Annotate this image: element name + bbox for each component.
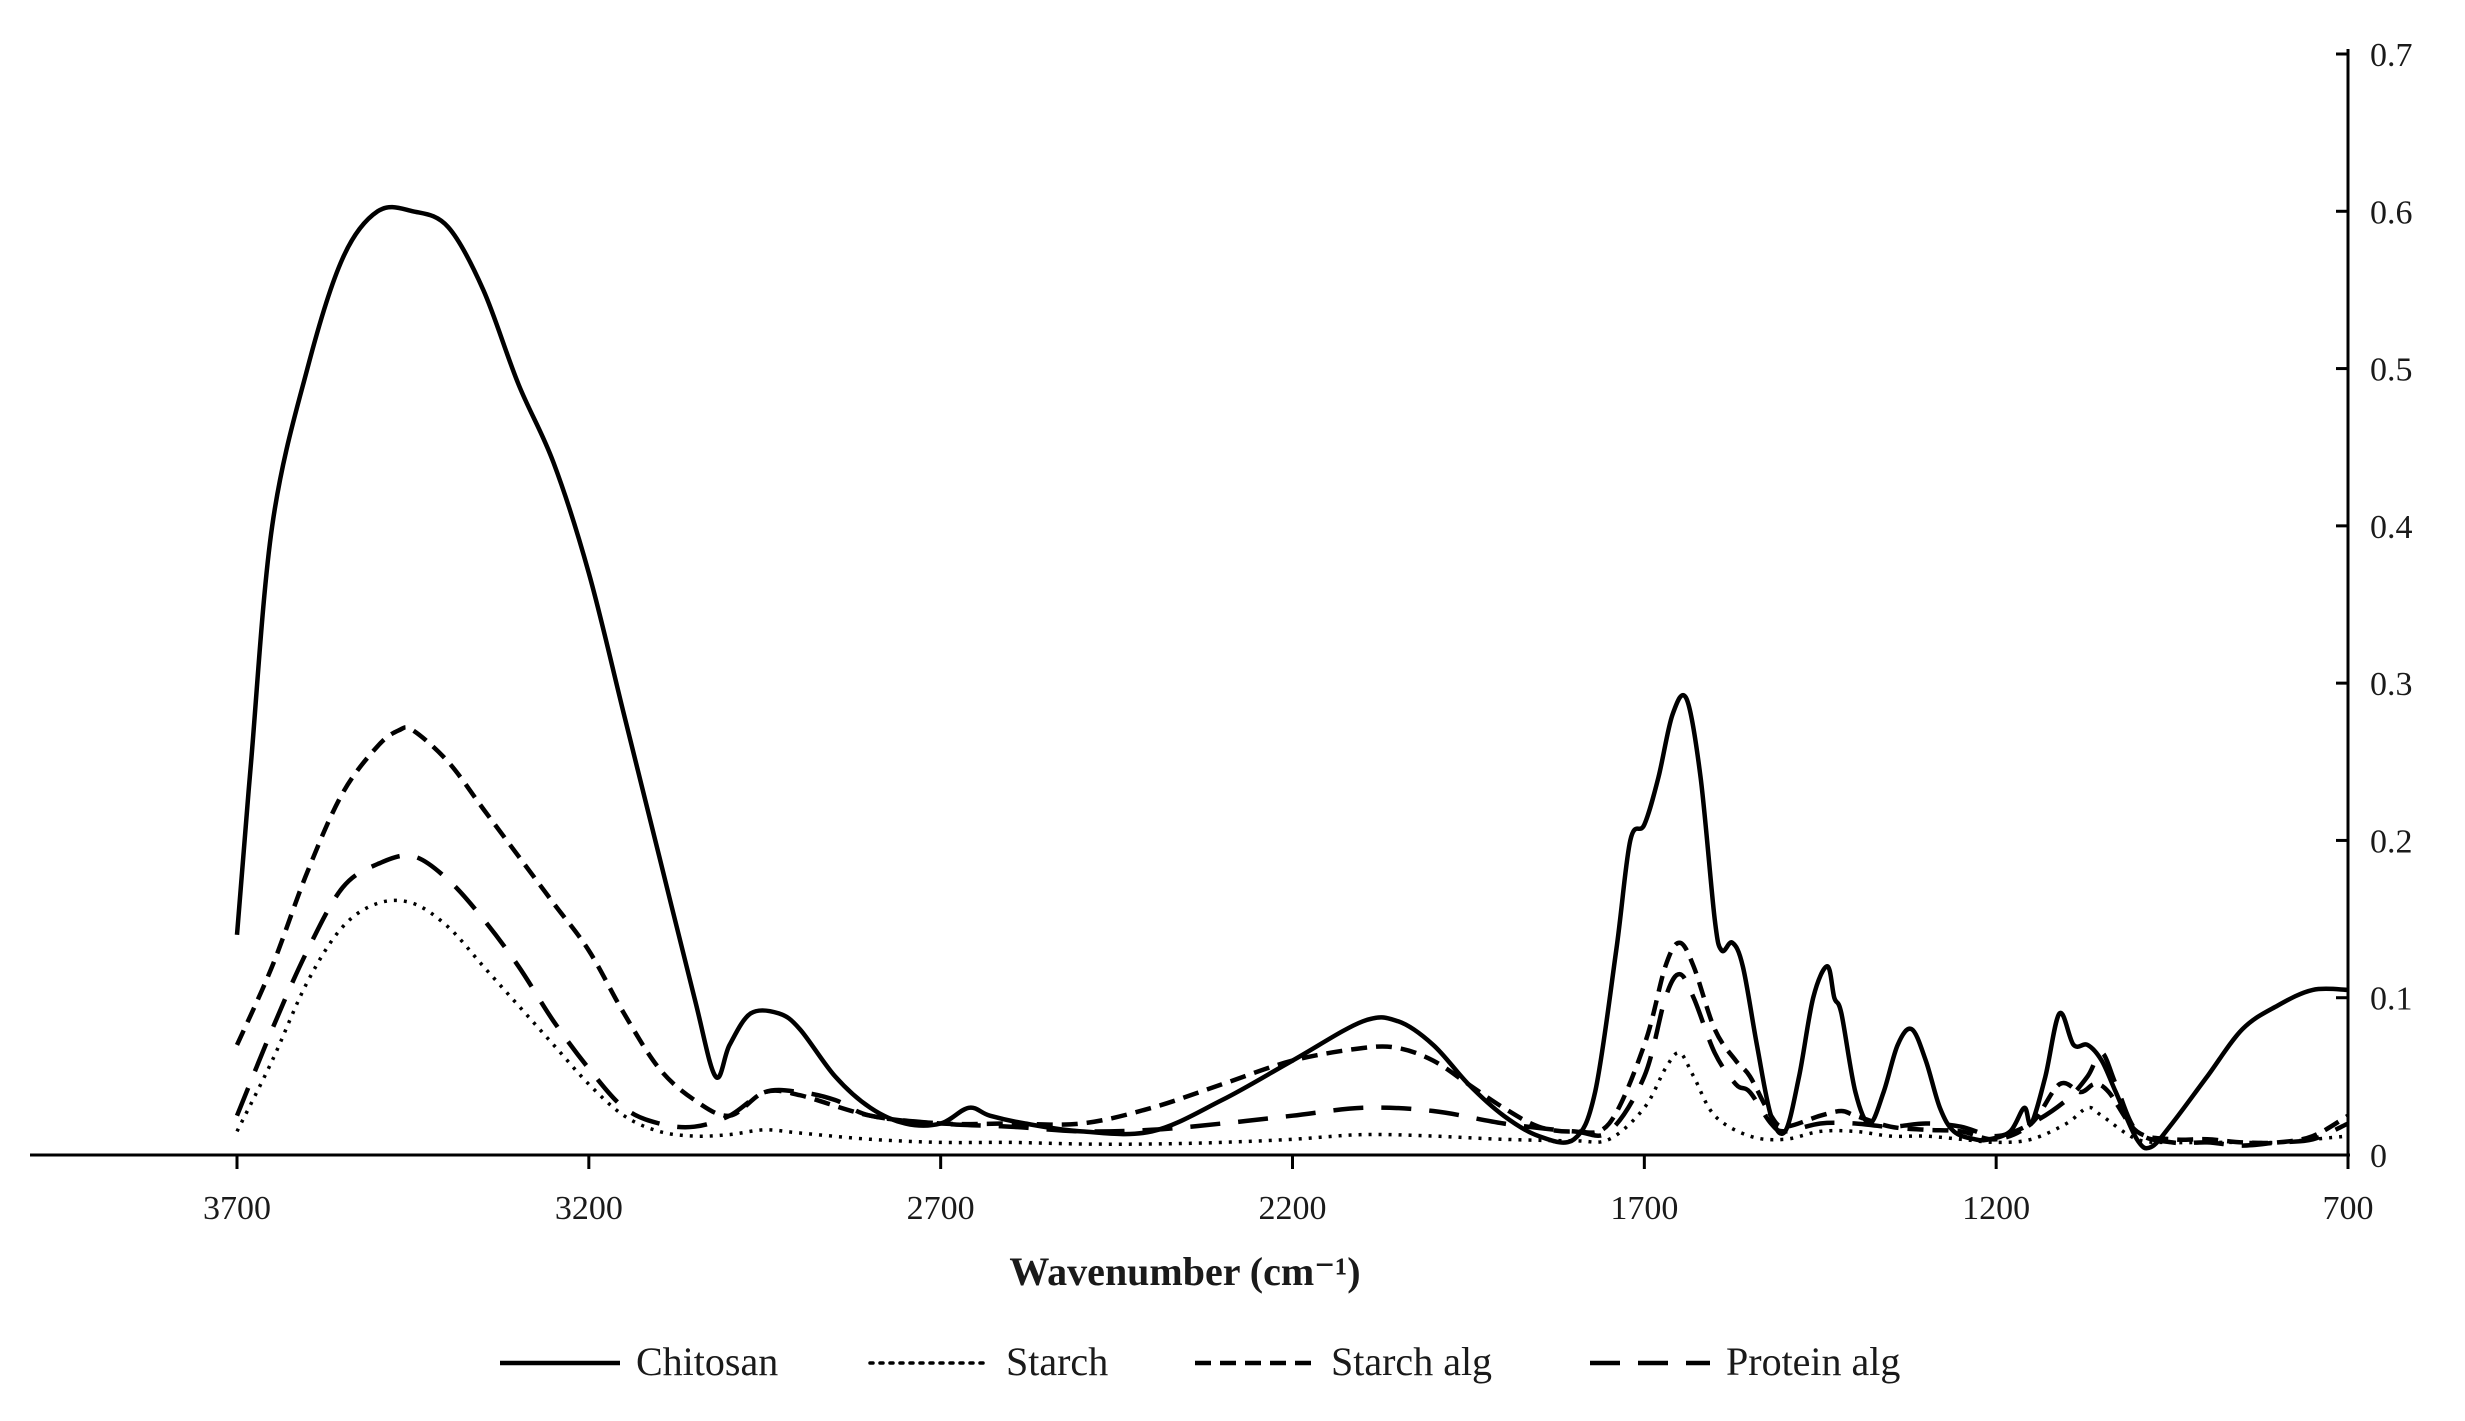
- legend-item: Chitosan: [500, 1339, 778, 1384]
- legend-label: Protein alg: [1726, 1339, 1900, 1384]
- legend-label: Chitosan: [636, 1339, 778, 1384]
- x-axis-title: Wavenumber (cm⁻¹): [1009, 1249, 1360, 1294]
- x-tick-label: 3200: [555, 1190, 623, 1227]
- y-tick-label: 0: [2370, 1138, 2387, 1175]
- y-tick-label: 0.4: [2370, 509, 2413, 546]
- series-line-chitosan: [234, 204, 2349, 1151]
- y-tick-label: 0.7: [2370, 37, 2413, 74]
- series-line-starch: [235, 898, 2349, 1146]
- x-tick-label: 3700: [203, 1190, 271, 1227]
- legend-item: Starch alg: [1195, 1339, 1492, 1384]
- x-axis: 3700 3200 2700 2200 1700 1200 700: [30, 1153, 2374, 1227]
- x-tick-label: 2700: [907, 1190, 975, 1227]
- legend-item: Protein alg: [1590, 1339, 1900, 1384]
- x-tick-label: 1200: [1962, 1190, 2030, 1227]
- y-tick-label: 0.6: [2370, 194, 2413, 231]
- series-line-starch-alg: [234, 725, 2350, 1146]
- x-tick-label: 1700: [1610, 1190, 1678, 1227]
- y-tick-label: 0.5: [2370, 352, 2413, 389]
- y-tick-label: 0.1: [2370, 981, 2413, 1018]
- legend: Chitosan Starch Starch alg Protein alg: [500, 1339, 1900, 1384]
- legend-label: Starch alg: [1331, 1339, 1492, 1384]
- legend-label: Starch: [1006, 1339, 1108, 1384]
- y-axis: 0 0.1 0.2 0.3 0.4 0.5 0.6 0.7: [2336, 37, 2413, 1175]
- series-layer: [234, 204, 2350, 1151]
- y-tick-label: 0.2: [2370, 823, 2413, 860]
- x-tick-label: 700: [2323, 1190, 2374, 1227]
- legend-item: Starch: [868, 1339, 1108, 1384]
- y-tick-label: 0.3: [2370, 666, 2413, 703]
- series-line-protein-alg: [234, 853, 2349, 1148]
- x-tick-label: 2200: [1259, 1190, 1327, 1227]
